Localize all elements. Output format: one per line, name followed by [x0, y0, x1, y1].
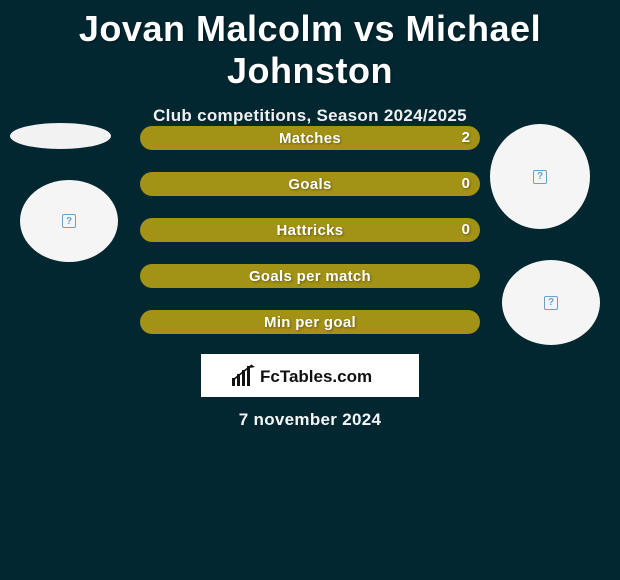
stats-container: Matches 2 Goals 0 Hattricks 0 Goals per …	[140, 126, 480, 356]
footer-date: 7 november 2024	[0, 410, 620, 430]
stat-right-value: 0	[462, 218, 470, 242]
player-right-photo-circle: ?	[490, 124, 590, 229]
image-placeholder-icon: ?	[62, 214, 76, 228]
stat-label: Goals per match	[249, 268, 371, 285]
stat-row: Goals per match	[140, 264, 480, 288]
stat-right-value: 0	[462, 172, 470, 196]
stat-row: Goals 0	[140, 172, 480, 196]
player-left-silhouette	[10, 123, 111, 149]
stat-label: Min per goal	[264, 314, 356, 331]
player-right-badge-circle: ?	[502, 260, 600, 345]
fctables-logo-icon: FcTables.com	[230, 362, 390, 390]
player-left-badge-circle: ?	[20, 180, 118, 262]
stat-right-value: 2	[462, 126, 470, 150]
image-placeholder-icon: ?	[544, 296, 558, 310]
brand-text: FcTables.com	[260, 367, 372, 386]
image-placeholder-icon: ?	[533, 170, 547, 184]
stat-label: Goals	[288, 176, 331, 193]
brand-watermark: FcTables.com	[201, 354, 419, 397]
page-title: Jovan Malcolm vs Michael Johnston	[0, 0, 620, 92]
stat-row: Matches 2	[140, 126, 480, 150]
stat-label: Matches	[279, 130, 341, 147]
page-subtitle: Club competitions, Season 2024/2025	[0, 106, 620, 126]
stat-row: Min per goal	[140, 310, 480, 334]
stat-label: Hattricks	[277, 222, 344, 239]
stat-row: Hattricks 0	[140, 218, 480, 242]
